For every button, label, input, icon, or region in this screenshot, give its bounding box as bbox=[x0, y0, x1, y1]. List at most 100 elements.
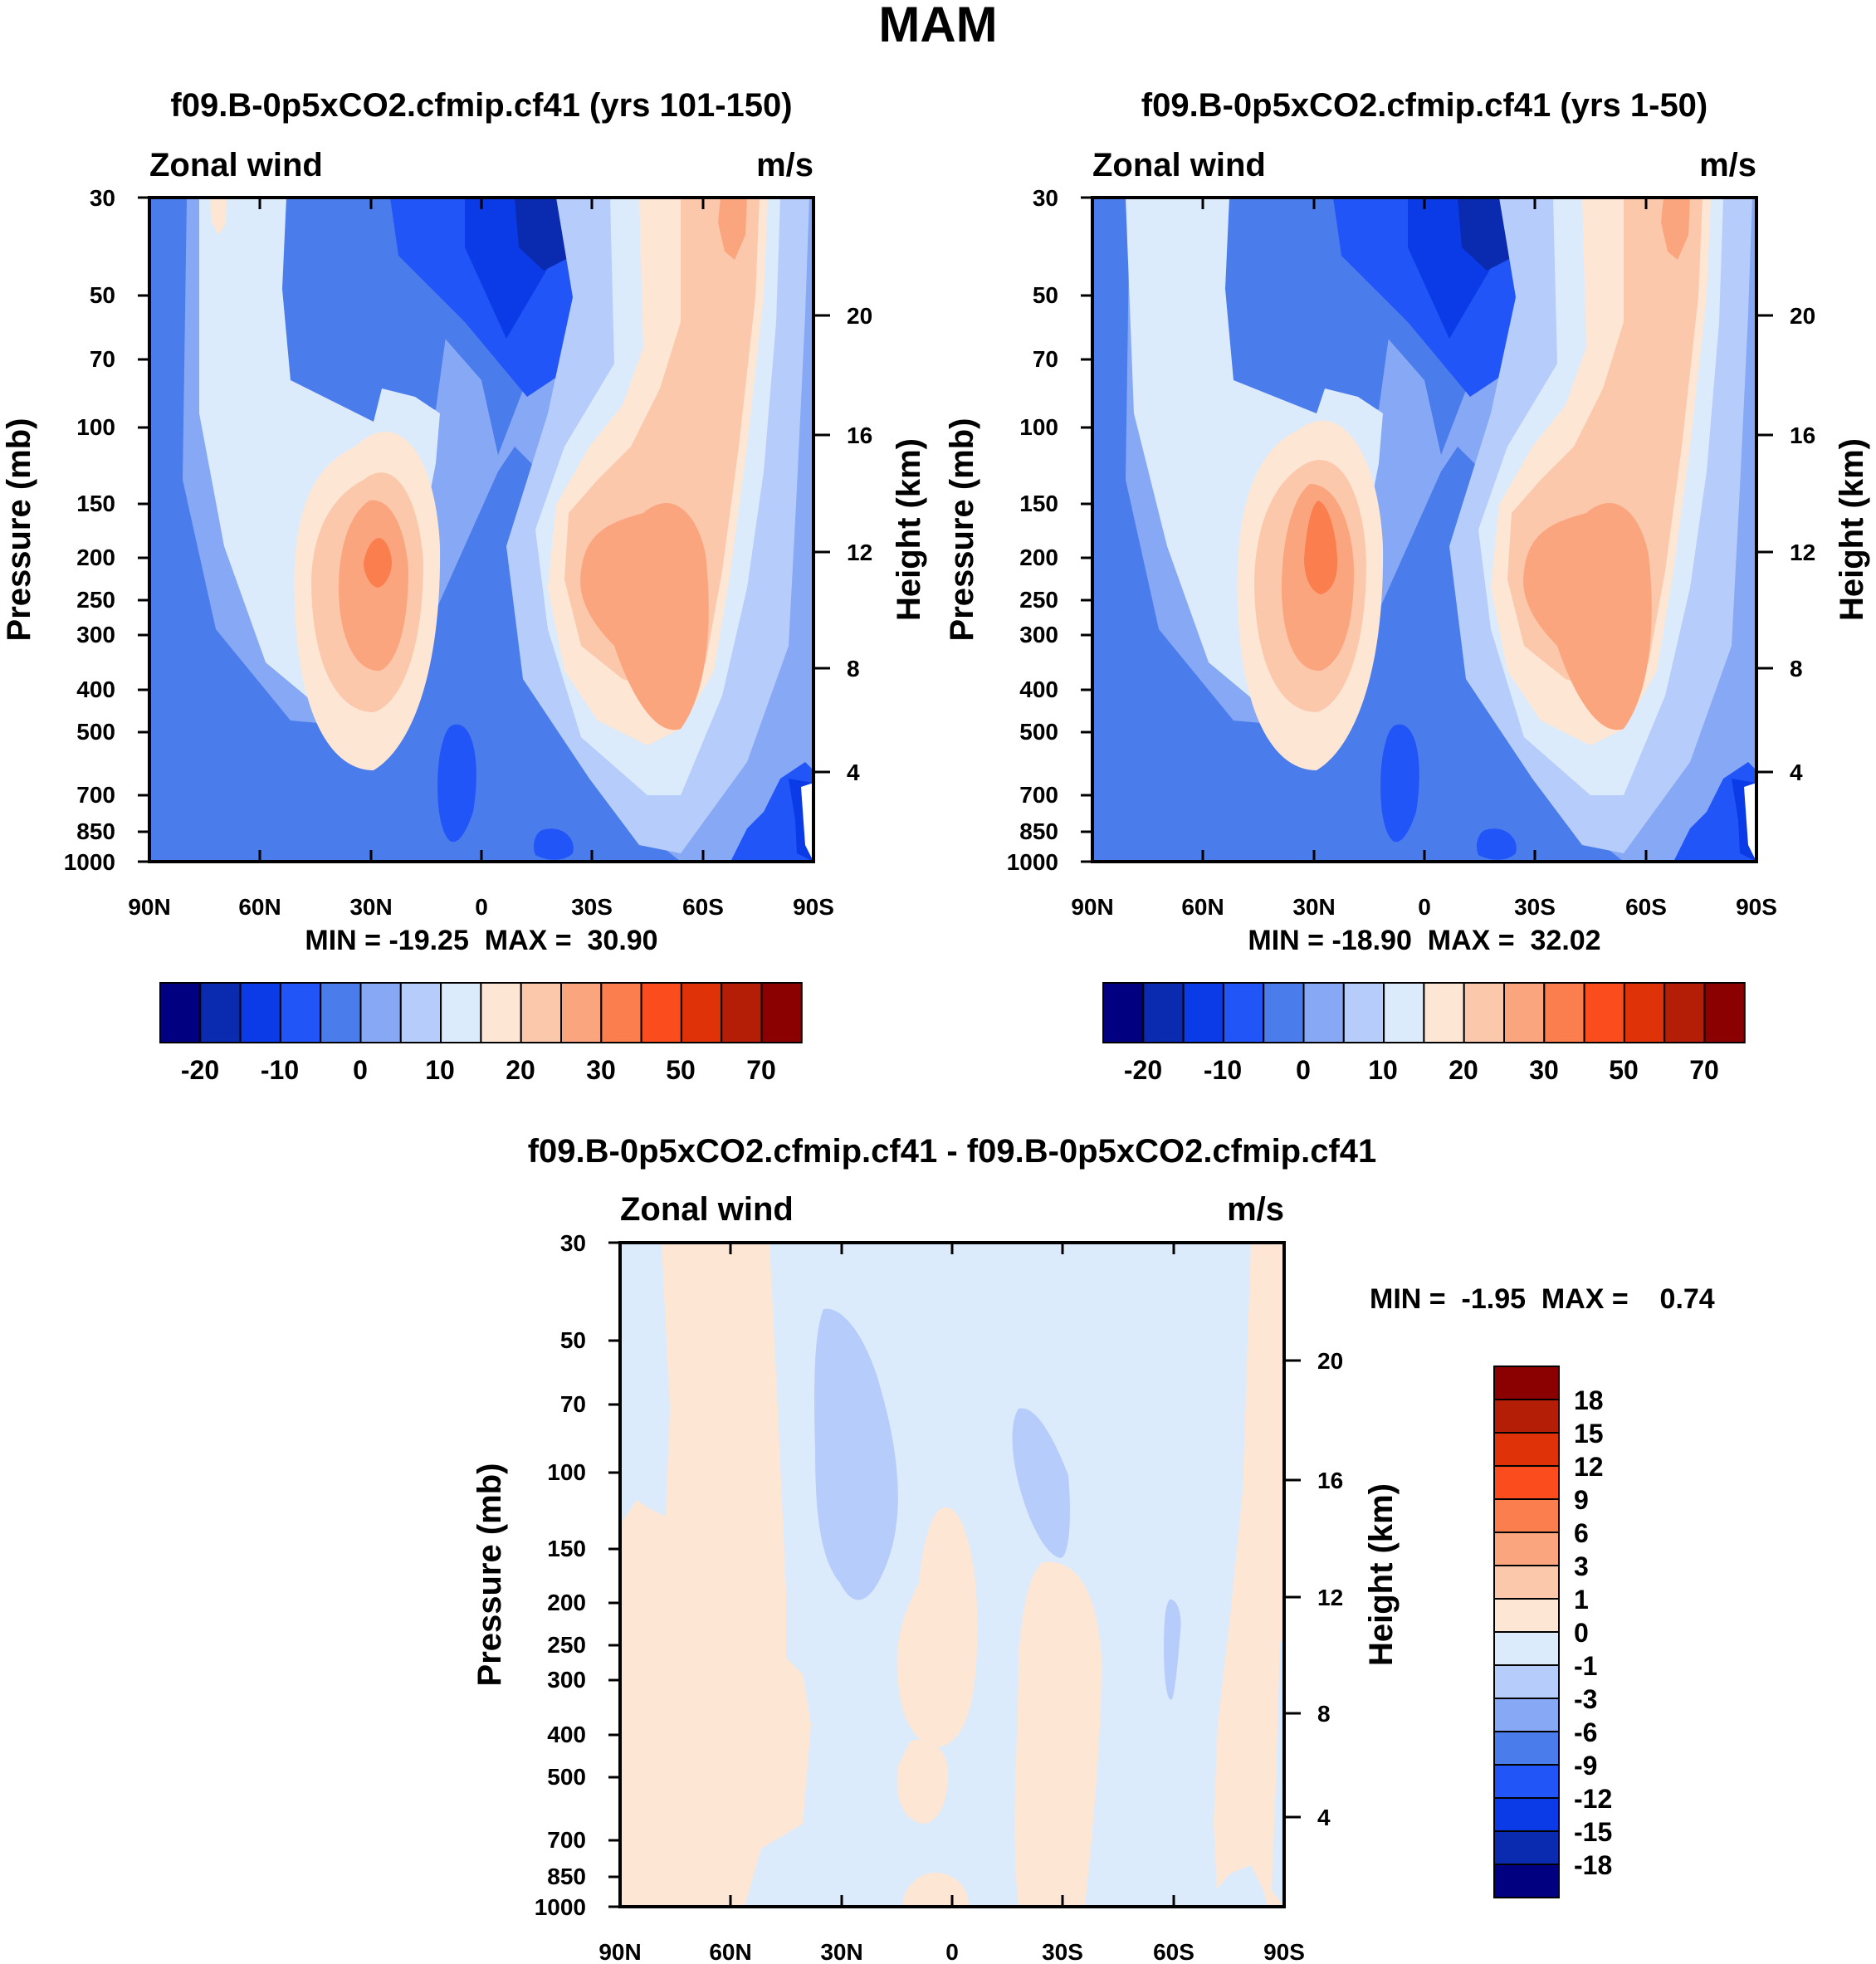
colorbar-swatch bbox=[1102, 982, 1145, 1043]
colorbar-swatch bbox=[1142, 982, 1185, 1043]
y-tick-label: 500 bbox=[76, 719, 115, 745]
y-tick-label: 300 bbox=[1019, 622, 1058, 647]
colorbar-swatch bbox=[721, 982, 763, 1043]
y-tick-label: 300 bbox=[547, 1667, 586, 1693]
y-tick-label: 1000 bbox=[1007, 849, 1058, 875]
colorbar-label: 30 bbox=[1529, 1055, 1559, 1085]
y-axis-pressure: 30 50 70 100 150 200 250 300 400 500 700… bbox=[535, 1230, 620, 1920]
y-tick-label: 30 bbox=[1033, 185, 1058, 211]
y2-tick-label: 20 bbox=[847, 303, 872, 329]
y-axis-pressure: 30 50 70 100 150 200 250 300 400 500 700… bbox=[64, 185, 149, 875]
y2-tick-label: 20 bbox=[1317, 1348, 1343, 1374]
x-tick-label: 30N bbox=[349, 894, 392, 920]
colorbar-label: -12 bbox=[1574, 1784, 1612, 1814]
y-tick-label: 70 bbox=[1033, 346, 1058, 372]
y-tick-label: 70 bbox=[560, 1391, 586, 1417]
y-tick-label: 700 bbox=[76, 782, 115, 808]
y2-tick-label: 12 bbox=[1790, 540, 1815, 565]
colorbar-label: -10 bbox=[1204, 1055, 1242, 1085]
x-tick-label: 30S bbox=[571, 894, 613, 920]
y-tick-label: 30 bbox=[560, 1230, 586, 1256]
x-tick-label: 60S bbox=[1625, 894, 1667, 920]
colorbar-label: 10 bbox=[1368, 1055, 1398, 1085]
colorbar-bottom: 18 15 12 9 6 3 1 0 -1 -3 -6 -9 -12 -15 -… bbox=[1493, 1366, 1612, 1898]
y2-axis-height: 4 8 12 16 20 bbox=[1284, 1348, 1343, 1830]
y-tick-label: 250 bbox=[547, 1632, 586, 1658]
colorbar-swatch bbox=[1583, 982, 1625, 1043]
colorbar-swatch bbox=[1493, 1498, 1560, 1533]
x-tick-label: 30N bbox=[820, 1939, 862, 1964]
colorbar-label: 70 bbox=[746, 1055, 776, 1085]
y-tick-label: 400 bbox=[547, 1722, 586, 1747]
colorbar-label: 0 bbox=[1574, 1618, 1589, 1648]
y2-tick-label: 4 bbox=[847, 760, 860, 785]
x-axis-latitude: 90N 60N 30N 0 30S 60S 90S bbox=[128, 198, 834, 920]
colorbar-swatch bbox=[1543, 982, 1585, 1043]
colorbar-swatch bbox=[480, 982, 522, 1043]
y-tick-label: 200 bbox=[547, 1590, 586, 1615]
y2-tick-label: 16 bbox=[1317, 1468, 1343, 1493]
colorbar-swatch bbox=[1663, 982, 1706, 1043]
y-tick-label: 150 bbox=[76, 491, 115, 516]
colorbar-top-right: -20 -10 0 10 20 30 50 70 bbox=[1102, 982, 1746, 1085]
x-tick-label: 60S bbox=[682, 894, 724, 920]
y-tick-label: 1000 bbox=[535, 1894, 586, 1920]
colorbar-label: -15 bbox=[1574, 1817, 1612, 1847]
colorbar-swatch bbox=[1493, 1830, 1560, 1865]
contour-field bbox=[1092, 198, 1756, 862]
y-tick-label: 850 bbox=[76, 818, 115, 844]
y-tick-label: 150 bbox=[1019, 491, 1058, 516]
colorbar-swatch bbox=[1493, 1399, 1560, 1434]
colorbar-swatch bbox=[1493, 1366, 1560, 1400]
colorbar-swatch bbox=[1503, 982, 1546, 1043]
figure-title: MAM bbox=[878, 0, 997, 52]
y2-axis-height: 4 8 12 16 20 bbox=[1756, 303, 1815, 785]
y-tick-label: 850 bbox=[1019, 818, 1058, 844]
y-tick-label: 70 bbox=[90, 346, 115, 372]
colorbar-swatch bbox=[1383, 982, 1425, 1043]
x-tick-label: 0 bbox=[475, 894, 488, 920]
y-axis-title: Pressure (mb) bbox=[471, 1463, 508, 1687]
colorbar-label: 18 bbox=[1574, 1385, 1604, 1415]
colorbar-swatch bbox=[1493, 1797, 1560, 1832]
colorbar-swatch bbox=[1493, 1664, 1560, 1699]
y2-axis-title: Height (km) bbox=[1363, 1483, 1400, 1666]
y2-tick-label: 8 bbox=[847, 656, 860, 682]
y-axis-title: Pressure (mb) bbox=[944, 418, 980, 642]
y-tick-label: 400 bbox=[76, 677, 115, 702]
colorbar-label: 0 bbox=[353, 1055, 368, 1085]
colorbar-swatch bbox=[1493, 1764, 1560, 1799]
x-tick-label: 90S bbox=[1263, 1939, 1305, 1964]
y2-axis-title: Height (km) bbox=[891, 438, 927, 621]
variable-label: Zonal wind bbox=[1092, 147, 1266, 183]
colorbar-swatch bbox=[1703, 982, 1746, 1043]
panel-title: f09.B-0p5xCO2.cfmip.cf41 - f09.B-0p5xCO2… bbox=[528, 1133, 1377, 1170]
colorbar-swatch bbox=[1423, 982, 1465, 1043]
y2-tick-label: 12 bbox=[847, 540, 872, 565]
x-tick-label: 0 bbox=[945, 1939, 959, 1964]
colorbar-swatch bbox=[159, 982, 202, 1043]
colorbar-label: 50 bbox=[1609, 1055, 1639, 1085]
colorbar-label: -1 bbox=[1574, 1651, 1597, 1681]
units-label: m/s bbox=[1227, 1191, 1284, 1228]
y-tick-label: 200 bbox=[76, 545, 115, 570]
variable-label: Zonal wind bbox=[620, 1191, 794, 1228]
colorbar-label: 50 bbox=[666, 1055, 696, 1085]
x-tick-label: 30N bbox=[1292, 894, 1335, 920]
y2-tick-label: 20 bbox=[1790, 303, 1815, 329]
y-tick-label: 500 bbox=[1019, 719, 1058, 745]
colorbar-label: -20 bbox=[181, 1055, 219, 1085]
y2-tick-label: 16 bbox=[847, 423, 872, 448]
colorbar-swatch bbox=[440, 982, 482, 1043]
colorbar-swatch bbox=[1342, 982, 1385, 1043]
colorbar-swatch bbox=[399, 982, 442, 1043]
panel-top-right: f09.B-0p5xCO2.cfmip.cf41 (yrs 1-50) Zona… bbox=[944, 87, 1870, 1085]
contour-field bbox=[620, 1243, 1284, 1907]
x-tick-label: 60N bbox=[1181, 894, 1224, 920]
colorbar-swatch bbox=[1302, 982, 1345, 1043]
x-tick-label: 60N bbox=[238, 894, 281, 920]
colorbar-label: -18 bbox=[1574, 1850, 1612, 1880]
y-tick-label: 300 bbox=[76, 622, 115, 647]
colorbar-swatch bbox=[760, 982, 803, 1043]
